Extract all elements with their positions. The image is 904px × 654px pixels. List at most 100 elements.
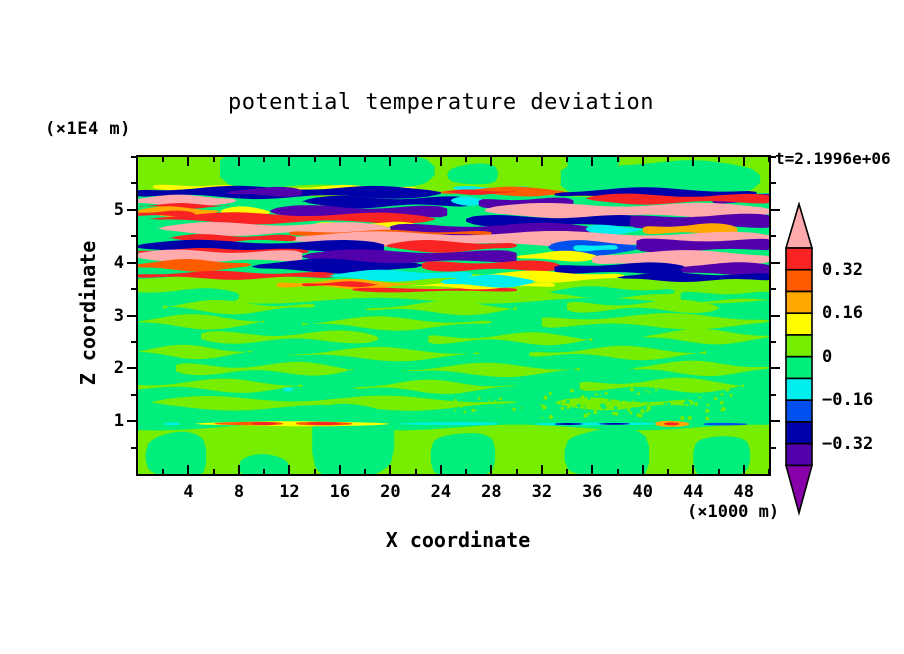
speckle bbox=[460, 405, 463, 409]
x-minor-tick bbox=[515, 469, 518, 474]
speckle bbox=[685, 400, 688, 404]
speckle bbox=[548, 414, 553, 420]
contour-band-chartreuse bbox=[201, 330, 378, 344]
x-minor-tick bbox=[717, 157, 720, 162]
x-major-tick bbox=[540, 465, 543, 474]
contour-band-navy bbox=[554, 262, 687, 275]
colorbar-level-label: 0 bbox=[822, 346, 833, 367]
contour-band-red bbox=[138, 270, 334, 280]
contour-band-chartreuse bbox=[529, 345, 706, 361]
z-major-tick bbox=[771, 314, 780, 317]
contour-band-chartreuse bbox=[642, 328, 769, 345]
speckle bbox=[543, 395, 548, 400]
x-major-tick bbox=[338, 157, 341, 166]
colorbar-segment-orange bbox=[785, 290, 813, 315]
plot-frame: 4 8 12 16 20 24 28 32 36 40 44 48 1 2 3 4 5 bbox=[114, 155, 780, 502]
contour-band-purple bbox=[636, 238, 769, 253]
contour-band-cyan bbox=[586, 224, 643, 235]
colorbar-segment-yellow bbox=[785, 312, 813, 336]
x-minor-tick bbox=[414, 469, 417, 474]
contour-band-cyan bbox=[327, 269, 473, 282]
speckle bbox=[594, 410, 597, 413]
colorbar-level-label: 0.16 bbox=[822, 303, 863, 324]
contour-band-cyan bbox=[163, 422, 180, 426]
x-minor-tick bbox=[263, 157, 266, 162]
x-minor-tick bbox=[212, 469, 215, 474]
speckle bbox=[715, 388, 719, 391]
x-minor-tick bbox=[566, 157, 569, 162]
speckle bbox=[691, 389, 696, 393]
speckle bbox=[463, 410, 467, 414]
colorbar bbox=[784, 202, 814, 516]
x-major-tick bbox=[439, 465, 442, 474]
speckle bbox=[663, 402, 666, 406]
speckle bbox=[631, 407, 634, 410]
speckle bbox=[599, 394, 601, 397]
speckle bbox=[711, 402, 716, 408]
x-minor-tick bbox=[768, 469, 770, 474]
speckle bbox=[613, 414, 615, 417]
x-major-tick bbox=[237, 465, 240, 474]
speckle bbox=[474, 409, 477, 412]
x-major-tick bbox=[187, 157, 190, 166]
speckle bbox=[647, 403, 650, 406]
contour-band-yellow bbox=[516, 250, 599, 262]
x-tick-label: 8 bbox=[233, 482, 245, 502]
speckle bbox=[453, 409, 456, 412]
contour-band-navy bbox=[598, 423, 631, 425]
contour-band-purple bbox=[226, 186, 303, 197]
x-minor-tick bbox=[364, 157, 367, 162]
contour-band-chartreuse bbox=[403, 362, 580, 378]
x-minor-tick bbox=[162, 469, 165, 474]
contour-band-chartreuse bbox=[630, 360, 769, 377]
speckle bbox=[705, 408, 710, 413]
x-major-tick bbox=[389, 465, 392, 474]
x-minor-tick bbox=[616, 157, 619, 162]
x-major-tick bbox=[338, 465, 341, 474]
speckle bbox=[665, 400, 668, 402]
x-tick-label: 20 bbox=[380, 482, 401, 502]
speckle bbox=[638, 398, 640, 401]
contour-band-navy bbox=[554, 423, 584, 425]
speckle bbox=[643, 406, 648, 410]
z-minor-tick bbox=[131, 288, 136, 291]
z-minor-tick bbox=[131, 340, 136, 343]
contour-band-springgreen bbox=[548, 286, 675, 299]
contour-band-cyan bbox=[440, 274, 536, 288]
contour-band-chartreuse bbox=[138, 378, 303, 393]
x-minor-tick bbox=[162, 157, 165, 162]
colorbar-segment-red bbox=[785, 247, 813, 271]
speckle bbox=[567, 392, 572, 396]
speckle bbox=[466, 401, 468, 404]
speckle bbox=[596, 395, 599, 398]
speckle bbox=[645, 390, 648, 393]
x-major-tick bbox=[540, 157, 543, 166]
contour-band-cyan bbox=[283, 387, 294, 392]
x-axis-label: X coordinate bbox=[385, 528, 531, 552]
contour-band-chartreuse bbox=[302, 316, 492, 331]
speckle bbox=[497, 406, 499, 409]
colorbar-segment-orangered bbox=[785, 268, 813, 293]
speckle bbox=[572, 412, 577, 417]
x-major-tick bbox=[389, 157, 392, 166]
x-tick-label: 28 bbox=[481, 482, 502, 502]
contour-band-pink bbox=[138, 194, 237, 208]
z-minor-tick bbox=[131, 393, 136, 396]
z-minor-tick bbox=[131, 156, 136, 158]
contour-band-pink bbox=[485, 202, 769, 219]
z-major-tick bbox=[771, 208, 780, 211]
x-minor-tick bbox=[364, 469, 367, 474]
speckle bbox=[659, 392, 662, 396]
contour-band-chartreuse bbox=[289, 346, 479, 362]
speckle bbox=[654, 406, 659, 411]
contour-band-chartreuse bbox=[428, 332, 593, 346]
speckle bbox=[636, 392, 640, 396]
speckle bbox=[540, 404, 544, 407]
contour-band-springgreen bbox=[567, 157, 621, 171]
speckle bbox=[629, 413, 632, 415]
speckle bbox=[634, 394, 639, 399]
speckle bbox=[548, 392, 552, 395]
contour-band-orangered bbox=[138, 259, 252, 272]
speckle bbox=[583, 405, 586, 408]
speckle bbox=[608, 398, 612, 401]
